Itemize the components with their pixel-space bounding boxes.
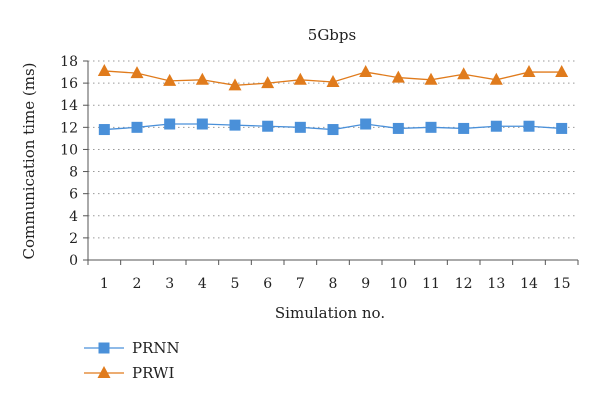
data-point (359, 65, 373, 78)
data-point (392, 122, 404, 134)
axes (83, 60, 579, 265)
x-tick-label: 7 (296, 276, 305, 292)
x-axis-label: Simulation no. (275, 304, 385, 322)
x-tick-label: 6 (263, 276, 272, 292)
data-point (261, 76, 275, 89)
y-tick-label: 10 (60, 142, 78, 158)
data-point (195, 72, 209, 85)
data-point (262, 120, 274, 132)
legend-label: PRWI (132, 364, 174, 382)
x-tick-label: 13 (487, 276, 505, 292)
data-point (294, 121, 306, 133)
data-point (425, 121, 437, 133)
x-tick-label: 15 (553, 276, 571, 292)
legend-label: PRNN (132, 339, 180, 357)
data-point (164, 118, 176, 130)
data-point (523, 120, 535, 132)
grid (88, 60, 578, 239)
data-point (489, 72, 503, 85)
data-point (293, 72, 307, 85)
data-point (555, 65, 569, 78)
data-point (457, 67, 471, 80)
series-prwi (97, 63, 569, 91)
data-point (326, 75, 340, 88)
data-point (458, 122, 470, 134)
data-point (229, 119, 241, 131)
y-tick-label: 0 (69, 253, 78, 269)
y-tick-label: 2 (69, 231, 78, 247)
y-tick-label: 8 (69, 165, 78, 181)
x-tick-labels: 1 2 3 4 5 6 7 8 9 10 11 12 13 14 15 (100, 276, 571, 292)
data-point (196, 118, 208, 130)
y-tick-label: 12 (60, 120, 78, 136)
legend-marker (97, 366, 111, 378)
series-layer (97, 63, 569, 136)
data-point (391, 70, 405, 83)
x-tick-label: 5 (231, 276, 240, 292)
y-axis-label: Communication time (ms) (20, 62, 38, 259)
data-point (131, 121, 143, 133)
data-point (522, 65, 536, 78)
data-point (130, 66, 144, 79)
x-tick-label: 8 (329, 276, 338, 292)
data-point (163, 73, 177, 86)
chart-title: 5Gbps (308, 26, 356, 44)
x-tick-label: 2 (133, 276, 142, 292)
data-point (228, 78, 242, 91)
y-tick-label: 6 (69, 187, 78, 203)
data-point (360, 118, 372, 130)
data-point (556, 122, 568, 134)
y-tick-label: 14 (60, 98, 78, 114)
data-point (327, 124, 339, 136)
y-tick-labels: 0 2 4 6 8 10 12 14 16 18 (60, 54, 78, 269)
x-tick-label: 14 (520, 276, 538, 292)
x-tick-label: 11 (422, 276, 440, 292)
x-tick-label: 4 (198, 276, 207, 292)
legend: PRNN PRWI (84, 339, 180, 382)
y-tick-label: 4 (69, 209, 78, 225)
y-tick-label: 16 (60, 76, 78, 92)
data-point (98, 124, 110, 136)
x-tick-label: 9 (361, 276, 370, 292)
data-point (490, 120, 502, 132)
x-tick-label: 1 (100, 276, 109, 292)
x-tick-label: 10 (389, 276, 407, 292)
x-tick-label: 12 (455, 276, 473, 292)
data-point (424, 72, 438, 85)
x-tick-label: 3 (165, 276, 174, 292)
y-tick-label: 18 (60, 54, 78, 70)
series-prnn (98, 118, 568, 136)
data-point (97, 63, 111, 76)
legend-marker (98, 342, 110, 354)
legend-item-prwi: PRWI (84, 364, 174, 382)
legend-item-prnn: PRNN (84, 339, 180, 357)
